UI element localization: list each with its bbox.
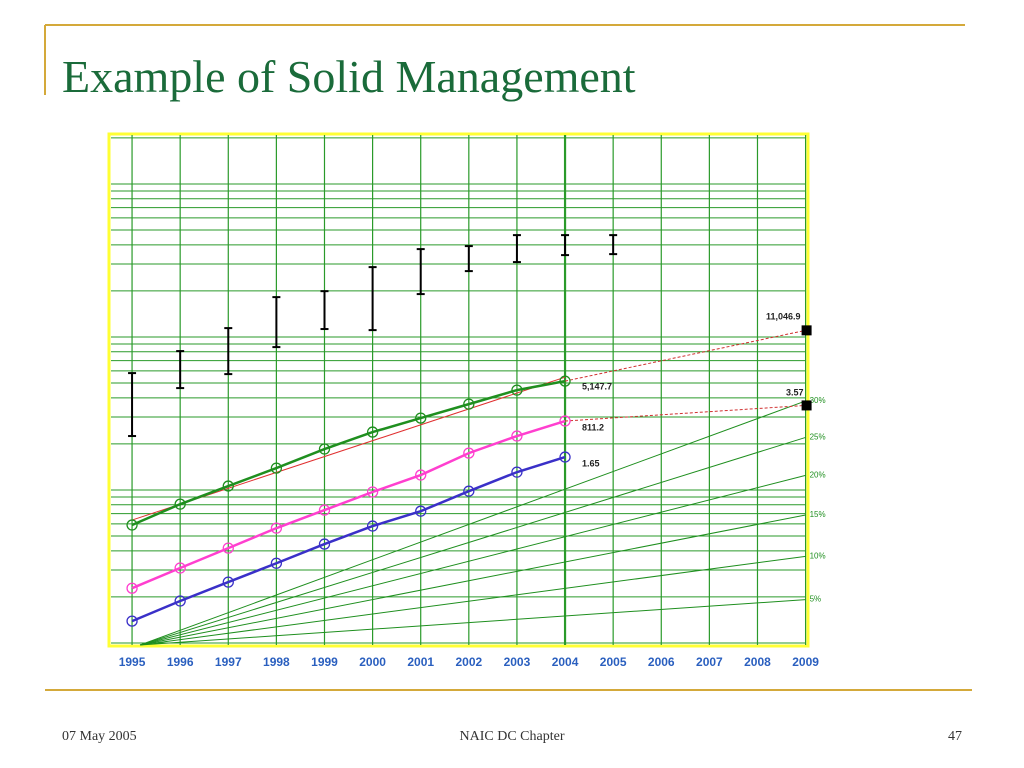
slide-title: Example of Solid Management [62,51,636,102]
series-point [366,486,379,498]
series-line [131,419,566,590]
series-point [559,375,571,387]
x-tick-label: 2001 [407,655,434,669]
series-point [366,426,379,438]
series-point [415,469,427,481]
series-point [222,480,234,492]
series-point [222,542,234,554]
x-tick-label: 1997 [215,655,242,669]
x-tick-label: 2003 [504,655,531,669]
series-point [270,522,283,534]
series-point [174,595,186,607]
annotation: 811.2 [582,422,604,432]
growth-label: 20% [810,471,826,480]
series-point [270,557,283,569]
series-point [126,519,138,531]
growth-line [139,555,806,646]
projection-marker [801,325,812,336]
series-point [463,485,475,497]
series-point [511,384,523,396]
annotation: 3.57 [786,387,804,397]
projection-line [564,329,806,382]
footer-center: NAIC DC Chapter [460,729,565,744]
series-point [559,451,571,463]
growth-line [139,514,806,646]
series-point [126,582,138,594]
series-point [174,498,186,510]
growth-line [139,474,806,646]
x-tick-label: 1995 [119,655,146,669]
annotation: 5,147.7 [582,381,612,391]
growth-label: 5% [810,595,822,604]
series-point [222,576,234,588]
series-point [270,462,283,474]
x-tick-label: 2004 [552,655,579,669]
x-tick-label: 1998 [263,655,290,669]
x-tick-label: 2005 [600,655,627,669]
footer-date: 07 May 2005 [62,729,137,744]
growth-label: 30% [810,396,826,405]
series-point [511,466,523,478]
series-point [366,520,379,532]
series-point [174,562,186,574]
series-point [559,415,571,427]
growth-label: 15% [810,510,826,519]
series-point [318,504,331,516]
annotation: 1.65 [582,458,600,468]
growth-label: 10% [810,551,826,560]
series-point [415,412,427,424]
growth-line [140,599,806,646]
x-tick-label: 1996 [167,655,194,669]
footer-page: 47 [948,729,962,744]
x-tick-label: 2009 [792,655,819,669]
series-point [318,538,331,550]
series-line [131,455,566,623]
projection-marker [801,400,812,411]
x-tick-label: 2006 [648,655,675,669]
growth-line [139,400,806,646]
series-point [463,398,475,410]
x-tick-label: 2008 [744,655,771,669]
x-tick-label: 1999 [311,655,338,669]
series-point [126,615,138,627]
x-tick-label: 2000 [359,655,386,669]
projection-line [565,404,806,422]
series-point [318,443,331,455]
series-line [131,379,566,527]
growth-label: 25% [810,433,826,442]
series-point [511,430,523,442]
series-point [415,505,427,517]
annotation: 11,046.9 [766,311,801,321]
x-tick-label: 2007 [696,655,723,669]
plot: 1995 1996 1997 1998 1999 2000 2001 2002 2003 2004… [111,135,826,669]
plot-frame [107,132,810,648]
series-point [463,447,475,459]
growth-line [139,436,806,646]
x-tick-label: 2002 [455,655,482,669]
